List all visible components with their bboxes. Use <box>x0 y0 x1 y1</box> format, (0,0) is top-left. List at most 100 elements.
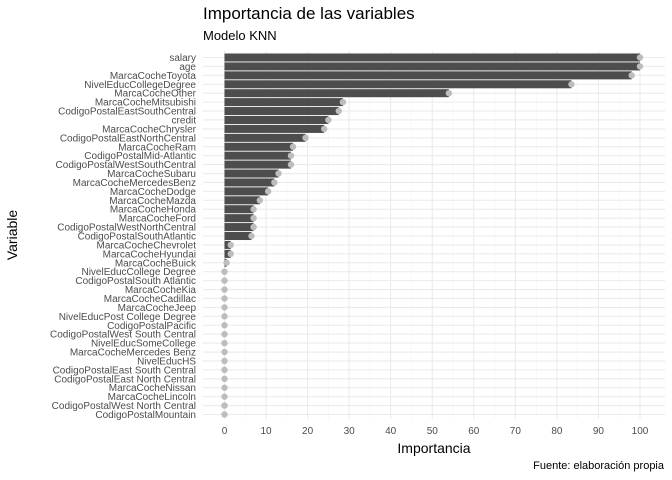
point <box>221 268 228 275</box>
y-tick-label: MarcaCocheLincoln <box>108 392 196 403</box>
point <box>636 54 644 61</box>
y-tick-label: MarcaCocheDodge <box>110 187 197 198</box>
point <box>302 134 309 142</box>
y-tick-label: MarcaCocheRam <box>118 142 196 153</box>
y-tick-label: MarcaCocheMercedes Benz <box>70 348 196 359</box>
y-tick-label: MarcaCocheFord <box>119 214 196 225</box>
point <box>248 232 255 240</box>
chart-subtitle: Modelo KNN <box>203 28 277 43</box>
bar <box>224 231 252 241</box>
y-tick-label: credit <box>172 115 197 126</box>
y-tick-labels: salaryageMarcaCocheToyotaNivelEducColleg… <box>50 53 197 421</box>
x-tick-label: 70 <box>510 426 522 437</box>
y-tick-label: CodigoPostalEast North Central <box>54 374 196 385</box>
point <box>264 188 272 195</box>
point <box>339 98 347 106</box>
y-tick-label: age <box>179 62 196 73</box>
y-tick-label: CodigoPostalMountain <box>95 410 196 421</box>
point <box>221 357 228 365</box>
point <box>227 250 234 258</box>
bar <box>224 205 254 214</box>
x-tick-label: 50 <box>427 426 439 437</box>
y-tick-label: MarcaCocheCadillac <box>104 294 196 305</box>
point <box>250 223 257 231</box>
point <box>221 348 228 356</box>
point <box>445 90 453 97</box>
y-tick-label: MarcaCocheBuick <box>115 258 197 269</box>
bar <box>224 115 329 124</box>
point <box>287 152 295 159</box>
bars-group <box>224 53 640 267</box>
points-group <box>221 54 644 418</box>
y-tick-label: CodigoPostalWestNorthCentral <box>57 223 196 234</box>
bar <box>224 124 325 133</box>
x-tick-label: 20 <box>302 426 314 437</box>
x-tick-label: 60 <box>468 426 480 437</box>
point <box>321 125 328 133</box>
x-tick-label: 100 <box>632 426 649 437</box>
y-tick-label: MarcaCocheToyota <box>110 71 197 82</box>
y-tick-label: MarcaCocheSubaru <box>107 169 196 180</box>
bar <box>224 71 632 80</box>
point <box>221 411 228 418</box>
y-tick-label: MarcaCocheOther <box>114 89 196 100</box>
point <box>221 402 228 409</box>
point <box>221 375 228 382</box>
bar <box>224 214 254 223</box>
y-tick-label: MarcaCocheHyundai <box>103 249 196 260</box>
point <box>221 366 228 374</box>
x-tick-label: 0 <box>222 426 228 437</box>
point <box>221 277 228 284</box>
y-tick-label: MarcaCocheMazda <box>109 196 196 207</box>
bar <box>224 178 275 187</box>
point <box>568 81 575 88</box>
point <box>221 384 228 391</box>
y-tick-label: CodigoPostalSouthAtlantic <box>78 232 196 243</box>
y-tick-label: MarcaCocheMitsubishi <box>95 98 196 109</box>
y-tick-label: MarcaCocheChrysler <box>102 124 197 135</box>
y-tick-label: CodigoPostalSouth Atlantic <box>75 276 196 287</box>
x-tick-label: 30 <box>344 426 356 437</box>
y-tick-label: MarcaCocheChevrolet <box>97 240 197 251</box>
point <box>221 295 228 302</box>
y-tick-label: MarcaCocheNissan <box>109 383 196 394</box>
chart-caption: Fuente: elaboración propia <box>533 460 664 472</box>
bar <box>224 80 572 89</box>
point <box>335 107 342 115</box>
point <box>636 63 644 70</box>
x-tick-label: 10 <box>260 426 272 437</box>
bar <box>224 223 254 232</box>
y-tick-label: NivelEducPost College Degree <box>59 312 197 323</box>
y-tick-label: CodigoPostalWest North Central <box>52 401 196 412</box>
point <box>256 197 264 204</box>
bar <box>224 196 260 205</box>
point <box>271 179 278 186</box>
y-axis-title: Variable <box>4 210 20 261</box>
y-tick-label: MarcaCocheKia <box>125 285 197 296</box>
y-tick-label: CodigoPostalPacific <box>107 321 196 332</box>
x-tick-label: 90 <box>593 426 605 437</box>
bar <box>224 187 269 196</box>
point <box>221 322 228 329</box>
bar <box>224 151 291 160</box>
y-tick-label: MarcaCocheJeep <box>118 303 197 314</box>
y-tick-label: NivelEducCollegeDegree <box>84 80 196 91</box>
x-tick-label: 80 <box>551 426 563 437</box>
point <box>275 170 282 177</box>
point <box>628 72 635 79</box>
grid-lines <box>203 51 665 419</box>
y-tick-label: MarcaCocheHonda <box>110 205 197 216</box>
y-tick-label: CodigoPostalEastSouthCentral <box>58 107 196 118</box>
bar <box>224 133 306 142</box>
point <box>325 116 332 124</box>
point <box>221 393 228 400</box>
x-tick-labels: 0 10 20 30 40 50 60 70 80 90 100 <box>222 426 649 437</box>
y-tick-label: CodigoPostalEastNorthCentral <box>60 133 196 144</box>
point <box>221 304 228 311</box>
bar <box>224 160 291 169</box>
point <box>287 161 295 168</box>
point <box>289 143 297 150</box>
y-tick-label: NivelEducCollege Degree <box>81 267 196 278</box>
bar <box>224 62 640 71</box>
